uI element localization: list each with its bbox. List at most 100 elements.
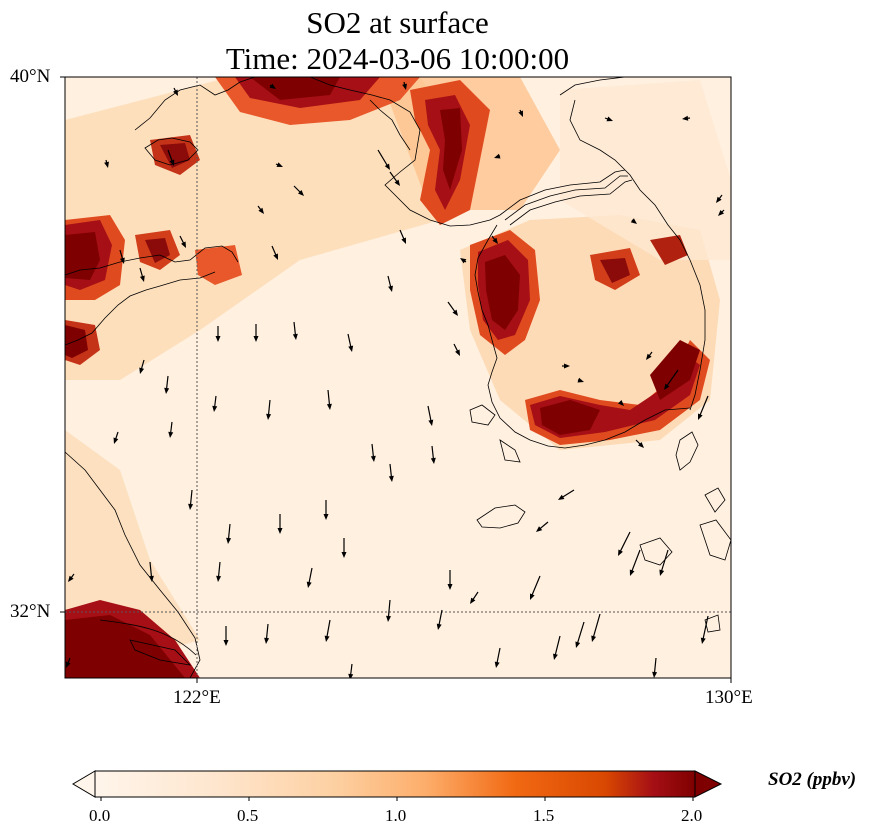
wind-arrow-head bbox=[428, 419, 434, 426]
wind-arrow-head bbox=[65, 661, 71, 668]
wind-arrow-head bbox=[266, 413, 272, 420]
wind-arrow-head bbox=[698, 413, 703, 420]
wind-arrow-head bbox=[718, 209, 725, 216]
wind-arrow-head bbox=[388, 475, 394, 482]
wind-arrow-shaft bbox=[325, 619, 331, 640]
wind-arrow-head bbox=[492, 237, 498, 244]
wind-arrow-head bbox=[652, 671, 658, 678]
so2-field bbox=[65, 77, 731, 678]
wind-arrow-head bbox=[188, 503, 194, 510]
wind-arrow-head bbox=[577, 377, 584, 383]
wind-arrow-head bbox=[394, 179, 400, 186]
wind-arrow-head bbox=[370, 455, 376, 462]
wind-arrow-head bbox=[348, 673, 354, 678]
wind-arrow-head bbox=[264, 637, 270, 644]
wind-arrow-head bbox=[173, 89, 178, 96]
colorbar-label: SO2 (ppbv) bbox=[768, 769, 857, 790]
wind-arrow-head bbox=[297, 189, 304, 196]
wind-arrow-shaft bbox=[576, 621, 585, 646]
lat-tick-40n: 40°N bbox=[10, 66, 51, 87]
wind-arrow-shaft bbox=[554, 635, 561, 658]
wind-arrow-head bbox=[402, 83, 407, 90]
wind-arrow-shaft bbox=[377, 149, 389, 168]
wind-arrow-head bbox=[215, 336, 221, 342]
wind-arrow-head bbox=[530, 593, 535, 600]
wind-arrow-head bbox=[388, 285, 393, 292]
wind-arrow-head bbox=[326, 403, 332, 410]
wind-arrow-head bbox=[558, 494, 565, 500]
wind-arrow-head bbox=[226, 537, 232, 544]
wind-arrow-head bbox=[470, 597, 476, 604]
plot-title: SO2 at surface bbox=[306, 5, 489, 40]
wind-arrow-shaft bbox=[698, 395, 709, 418]
wind-arrow-head bbox=[455, 349, 460, 356]
wind-arrow-shaft bbox=[618, 531, 631, 554]
wind-arrow-head bbox=[384, 163, 390, 170]
plot-subtitle-time: Time: 2024-03-06 10:00:00 bbox=[225, 41, 570, 76]
wind-arrow-head bbox=[637, 441, 644, 448]
map-frame bbox=[64, 76, 732, 679]
wind-arrow-head bbox=[630, 218, 637, 224]
wind-arrow-head bbox=[223, 640, 229, 646]
wind-arrow-shaft bbox=[630, 549, 641, 574]
wind-arrow-head bbox=[629, 569, 635, 576]
wind-arrow-head bbox=[536, 526, 543, 532]
wind-arrow-head bbox=[253, 336, 259, 342]
colorbar-tick-label: 0.5 bbox=[237, 806, 259, 825]
wind-arrow-head bbox=[324, 635, 330, 642]
wind-arrow-head bbox=[447, 584, 453, 590]
wind-arrow-head bbox=[164, 387, 170, 394]
wind-arrow-head bbox=[269, 83, 276, 89]
wind-arrow-head bbox=[181, 241, 186, 248]
lat-tick-32n: 32°N bbox=[10, 601, 51, 622]
colorbar-frame bbox=[94, 770, 696, 798]
wind-arrow-head bbox=[430, 457, 436, 464]
wind-arrow-head bbox=[564, 363, 570, 369]
colorbar-tick-label: 0.0 bbox=[89, 806, 111, 825]
lon-tick-130e: 130°E bbox=[705, 687, 753, 708]
wind-arrow-head bbox=[618, 549, 623, 556]
wind-arrow-head bbox=[386, 615, 392, 622]
wind-arrow-head bbox=[323, 514, 329, 520]
wind-arrow-head bbox=[169, 159, 175, 166]
wind-arrow-head bbox=[148, 575, 154, 582]
wind-arrow-shaft bbox=[702, 615, 709, 642]
wind-arrow-head bbox=[606, 116, 613, 122]
wind-arrow-head bbox=[277, 528, 283, 534]
wind-arrow-head bbox=[452, 309, 458, 316]
lon-tick-122e: 122°E bbox=[173, 687, 221, 708]
wind-arrow-head bbox=[591, 635, 597, 642]
wind-arrow-shaft bbox=[665, 369, 679, 388]
wind-arrow-head bbox=[168, 431, 174, 438]
wind-vectors bbox=[65, 81, 725, 678]
wind-arrow-head bbox=[716, 196, 722, 203]
coastlines bbox=[65, 77, 731, 678]
gridlines bbox=[65, 77, 731, 678]
colorbar-ticks bbox=[100, 797, 694, 801]
wind-arrow-head bbox=[700, 637, 706, 644]
wind-arrow-head bbox=[68, 575, 74, 582]
wind-arrow-head bbox=[460, 258, 467, 264]
wind-arrow-head bbox=[494, 661, 500, 668]
wind-arrow-head bbox=[553, 653, 558, 660]
wind-arrow-head bbox=[494, 153, 501, 159]
wind-arrow-head bbox=[273, 253, 278, 260]
wind-arrow-head bbox=[119, 257, 125, 264]
colorbar-gradient bbox=[95, 771, 695, 797]
wind-arrow-head bbox=[659, 569, 665, 576]
wind-arrow-head bbox=[216, 575, 222, 582]
wind-arrow-shaft bbox=[387, 599, 391, 620]
colorbar-tick-label: 1.5 bbox=[533, 806, 555, 825]
wind-arrow-head bbox=[104, 161, 109, 168]
wind-arrow-head bbox=[292, 333, 298, 340]
colorbar-under-extension bbox=[72, 770, 96, 798]
wind-arrow-head bbox=[646, 353, 652, 360]
wind-arrow-head bbox=[401, 237, 406, 244]
wind-arrow-shaft bbox=[592, 613, 601, 640]
wind-arrow-head bbox=[575, 641, 581, 648]
wind-arrow-shaft bbox=[660, 549, 669, 574]
axis-ticks bbox=[60, 76, 732, 683]
wind-arrow-shaft bbox=[530, 575, 541, 598]
wind-arrow-head bbox=[306, 581, 312, 588]
